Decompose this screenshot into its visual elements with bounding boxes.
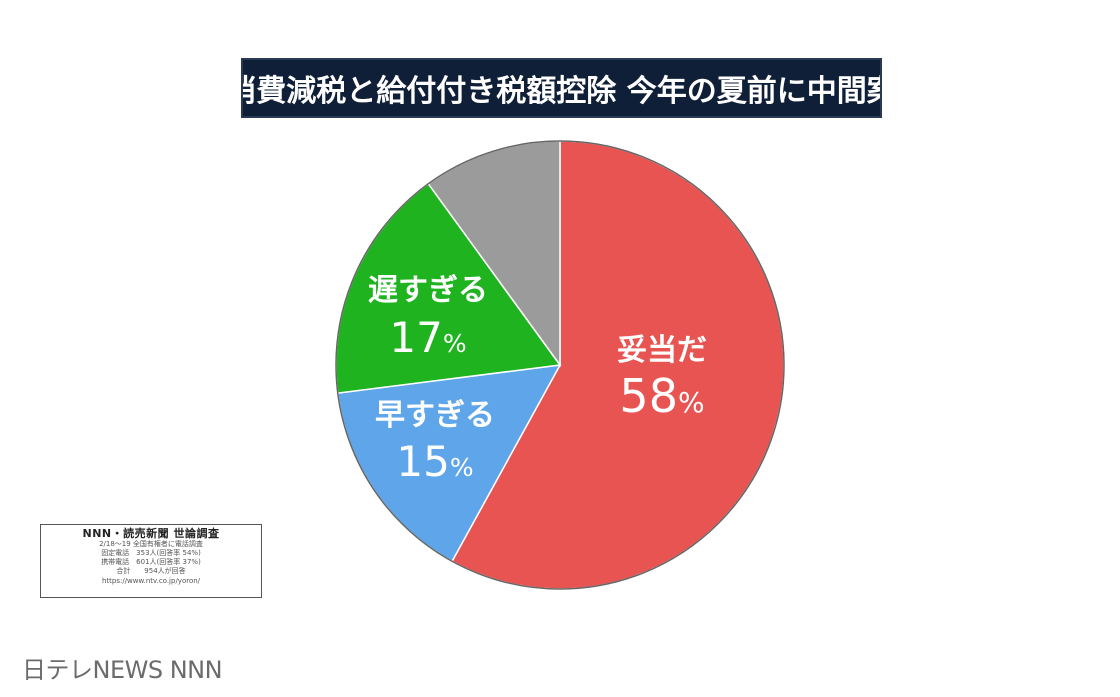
source-credit: 日テレNEWS NNN <box>22 656 223 684</box>
slice-label: 早すぎる <box>375 398 495 433</box>
survey-info-box: NNN・読売新聞 世論調査 2/18～19 全国有権者に電話調査 固定電話 35… <box>40 524 262 598</box>
slice-label: 妥当だ <box>617 333 707 368</box>
pie-slices <box>335 140 785 590</box>
survey-line: 携帯電話 601人(回答率 37%) <box>101 558 201 566</box>
slice-value-label: 58% <box>619 369 704 423</box>
survey-url: https://www.ntv.co.jp/yoron/ <box>101 577 201 585</box>
survey-title: NNN・読売新聞 世論調査 <box>82 527 220 540</box>
chart-title: 消費減税と給付付き税額控除 今年の夏前に中間案 <box>241 58 882 118</box>
survey-line: 2/18～19 全国有権者に電話調査 <box>99 540 203 548</box>
survey-line: 固定電話 353人(回答率 54%) <box>101 549 201 557</box>
survey-line: 合計 954人が回答 <box>116 567 186 575</box>
slice-value-label: 15% <box>396 437 473 486</box>
pie-outline <box>335 140 785 590</box>
slice-label: 遅すぎる <box>368 273 488 308</box>
slice-value-label: 17% <box>389 313 466 362</box>
